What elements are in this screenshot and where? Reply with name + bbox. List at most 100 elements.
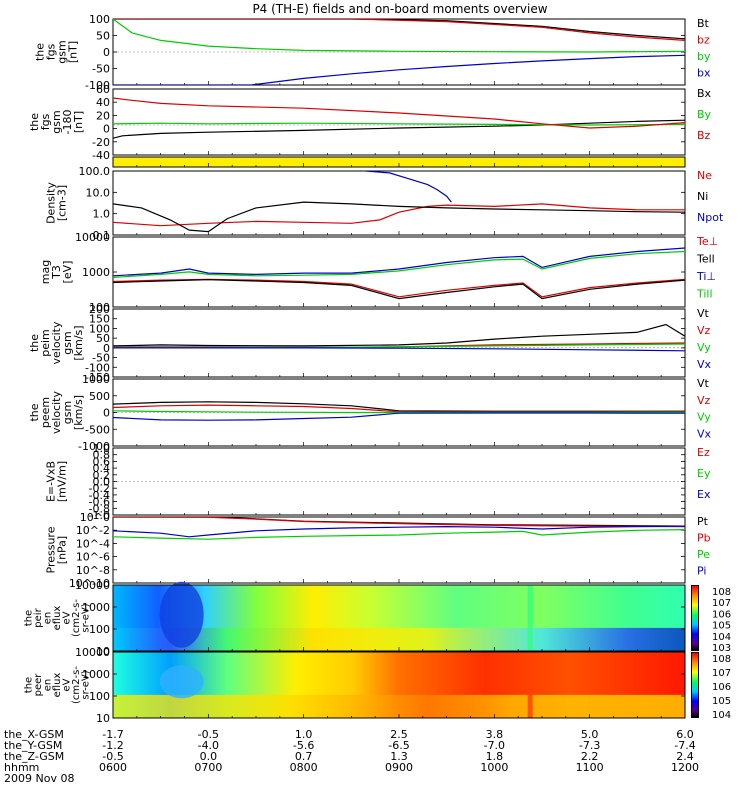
x-tick-value: 3.8	[486, 728, 504, 741]
y-tick-label: 0	[103, 342, 110, 355]
panel-9: 10^010^-210^-410^-610^-810^-10 Pressure[n…	[45, 511, 711, 590]
legend-Pb: Pb	[697, 532, 711, 545]
y-tick-label: 100	[89, 623, 110, 636]
x-tick-value: 0800	[290, 761, 318, 774]
legend-Pt: Pt	[697, 515, 709, 528]
series-Vy	[113, 410, 685, 414]
y-tick-label: 50	[96, 332, 110, 345]
y-tick-label: -1.0	[89, 509, 110, 522]
legend-Ni: Ni	[697, 190, 708, 203]
y-tick-label: 100	[89, 322, 110, 335]
y-axis-label: mag	[39, 260, 52, 284]
x-tick-value: 6.0	[676, 728, 694, 741]
y-tick-label: -100	[85, 79, 110, 92]
y-axis-label: [nPa]	[56, 536, 69, 564]
y-axis-label: [nT]	[72, 111, 85, 133]
series-bz	[113, 19, 685, 41]
legend-Vt: Vt	[697, 307, 710, 320]
y-axis-label: -180	[61, 110, 74, 135]
y-tick-label: -40	[92, 149, 110, 162]
series-Pi	[113, 525, 685, 538]
spectrogram-stripe	[527, 585, 533, 651]
y-axis-label: sr-eV)	[81, 670, 92, 699]
y-axis-label: E=-VxB	[45, 461, 58, 502]
spectrogram-feature	[159, 665, 204, 699]
y-tick-label: 100	[89, 13, 110, 26]
legend-Bt: Bt	[697, 17, 710, 30]
y-axis-label: the	[28, 403, 41, 421]
y-tick-label: 1000	[82, 266, 110, 279]
panel-7: 1000 500 0 -500 -1000 thepeemvelocitygsm[km/s…	[28, 373, 712, 453]
series-bx	[113, 54, 685, 85]
panel-frame	[112, 88, 686, 156]
series-Bx	[113, 119, 685, 139]
y-axis-label: [nT]	[67, 41, 80, 63]
y-tick-label: -20	[92, 136, 110, 149]
series-Tell	[113, 279, 685, 300]
y-tick-label: 0	[103, 123, 110, 136]
y-tick-label: 10^-8	[76, 564, 110, 577]
y-tick-label: -500	[85, 423, 110, 436]
y-axis-label: Density	[45, 182, 58, 224]
colorbar-tick: 103	[712, 643, 731, 654]
y-tick-label: 0.8	[93, 449, 111, 462]
y-axis-label: peim	[39, 329, 52, 357]
series-Ti⊥	[113, 247, 685, 277]
x-row-label: the_Z-GSM	[4, 750, 64, 763]
y-tick-label: 10.0	[86, 186, 111, 199]
series-Vx	[113, 347, 685, 352]
x-tick-value: 5.0	[581, 728, 599, 741]
y-axis-label: en	[43, 612, 54, 625]
y-axis-label: the	[28, 113, 41, 131]
panels-group: 100500-50-100thefgsgsm[nT]Btbzbybx604020…	[24, 13, 732, 725]
y-axis-label: gsm	[50, 110, 63, 133]
series-Npot	[365, 171, 452, 203]
panel-4: 100.0 10.0 1.0 0.1 Density[cm-3] Ne Ni Npot	[45, 165, 724, 242]
y-axis-label: (cm2-s-	[71, 599, 82, 637]
legend-Vy: Vy	[697, 411, 711, 424]
y-axis-label: peir	[33, 607, 44, 627]
x-row-label: the_Y-GSM	[4, 739, 62, 752]
y-axis-label: peem	[39, 397, 52, 428]
series-Vt	[113, 401, 685, 412]
legend-Tell: Tell	[696, 253, 715, 266]
panel-3	[112, 156, 686, 168]
panel-frame	[112, 308, 686, 378]
y-tick-label: -1000	[78, 440, 110, 453]
legend-Npot: Npot	[697, 211, 724, 224]
flag-bar	[113, 157, 685, 167]
spectrogram-low-energy	[113, 694, 685, 718]
y-tick-label: 10	[96, 645, 110, 658]
colorbar-tick: 108	[712, 587, 731, 598]
series-By	[113, 122, 685, 126]
legend-Bx: Bx	[697, 87, 712, 100]
y-axis-label: Pressure	[45, 526, 58, 573]
y-axis-label: eflux	[52, 606, 63, 631]
y-tick-label: -100	[85, 361, 110, 374]
y-tick-label: 10^0	[80, 511, 110, 524]
legend-Bz: Bz	[697, 129, 711, 142]
y-tick-label: 10000	[75, 579, 110, 592]
y-tick-label: -150	[85, 371, 110, 384]
y-axis-label: fgs	[45, 43, 58, 60]
y-tick-label: 0.4	[93, 462, 111, 475]
y-tick-label: 1000	[82, 601, 110, 614]
x-tick-value: 1100	[576, 761, 604, 774]
x-row-label: hhmm	[4, 761, 39, 774]
y-tick-label: 10^-4	[76, 537, 110, 550]
y-tick-label: -50	[92, 352, 110, 365]
x-tick-value: 1.0	[295, 728, 313, 741]
y-axis-label: fgs	[39, 113, 52, 130]
y-tick-label: -0.4	[89, 489, 110, 502]
series-Bz	[113, 97, 685, 129]
colorbar-tick: 107	[712, 598, 731, 609]
legend-by: by	[697, 50, 711, 63]
legend-bx: bx	[697, 67, 711, 80]
spectrogram-stripe	[527, 652, 533, 718]
y-tick-label: 200	[89, 303, 110, 316]
x-tick-value: -1.7	[102, 728, 123, 741]
x-tick-value: 0.7	[295, 750, 313, 763]
